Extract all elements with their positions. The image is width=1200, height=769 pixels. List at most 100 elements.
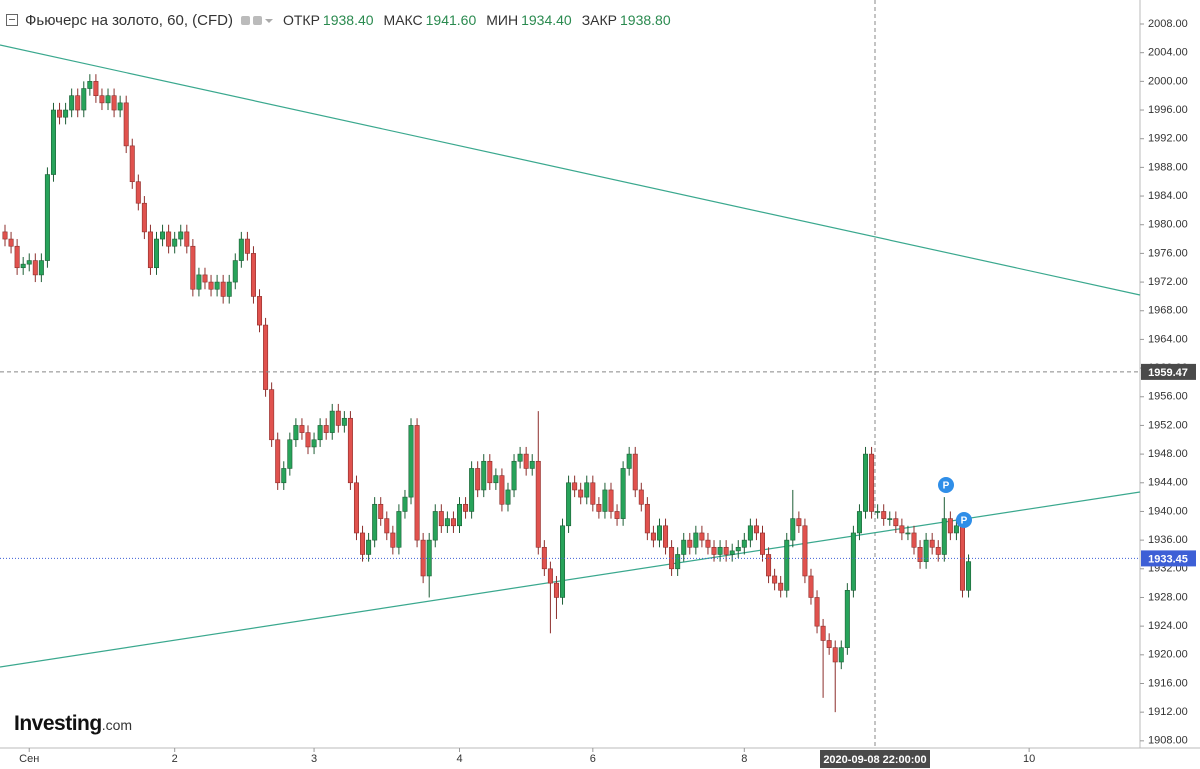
chart-title: Фьючерс на золото, 60, (CFD)	[25, 11, 233, 29]
candle-body	[178, 231, 184, 240]
candle-body	[790, 518, 796, 541]
y-tick-label: 1980.00	[1148, 219, 1188, 231]
candle-body	[541, 546, 547, 570]
x-tick-label: 2	[172, 753, 178, 765]
candle-body	[602, 489, 608, 512]
y-tick-label: 2004.00	[1148, 47, 1188, 59]
candle-body	[632, 453, 638, 491]
candle-body	[402, 496, 408, 512]
candle-body	[802, 525, 808, 577]
event-marker[interactable]	[938, 477, 954, 493]
candle-body	[99, 95, 105, 104]
candle-body	[335, 410, 341, 426]
candle-body	[32, 260, 38, 276]
y-tick-label: 1924.00	[1148, 620, 1188, 632]
candle-body	[523, 453, 529, 469]
candle-body	[105, 95, 111, 104]
event-marker-label[interactable]: P	[943, 481, 950, 492]
candle-body	[711, 546, 717, 555]
candle-body	[305, 432, 311, 448]
candle-body	[772, 575, 778, 584]
candle-body	[238, 238, 244, 261]
candle-body	[50, 109, 56, 175]
y-tick-label: 1964.00	[1148, 333, 1188, 345]
candle-body	[832, 647, 838, 663]
candle-body	[917, 546, 923, 562]
last-price-label: 1933.45	[1148, 553, 1188, 565]
candle-body	[626, 453, 632, 469]
candle-body	[208, 281, 214, 290]
y-tick-label: 1996.00	[1148, 104, 1188, 116]
candle-body	[499, 475, 505, 505]
y-tick-label: 1916.00	[1148, 677, 1188, 689]
candle-body	[444, 518, 450, 527]
candle-body	[166, 231, 172, 247]
candle-body	[844, 589, 850, 648]
candle-body	[935, 546, 941, 555]
candle-body	[450, 518, 456, 527]
candle-body	[26, 260, 32, 265]
candle-body	[184, 231, 190, 247]
candle-body	[759, 532, 765, 555]
candle-body	[196, 274, 202, 290]
candle-body	[893, 518, 899, 527]
candle-body	[838, 647, 844, 663]
candle-body	[741, 539, 747, 548]
candle-body	[329, 410, 335, 433]
tools[interactable]	[240, 15, 273, 25]
candle-body	[353, 482, 359, 534]
candle-body	[887, 518, 893, 520]
candle-body	[869, 453, 875, 512]
candle-body	[323, 425, 329, 433]
plot	[2, 74, 972, 713]
candle-body	[44, 174, 50, 261]
candle-body	[766, 554, 772, 577]
event-marker[interactable]	[956, 512, 972, 528]
event-marker-label[interactable]: P	[961, 516, 968, 527]
candle-body	[856, 511, 862, 534]
candle-body	[529, 460, 535, 469]
candle-body	[366, 539, 372, 555]
candle-body	[135, 181, 141, 204]
candle-body	[881, 511, 887, 519]
candle-body	[341, 417, 347, 426]
candle-body	[438, 511, 444, 527]
y-tick-label: 2000.00	[1148, 75, 1188, 87]
candle-body	[190, 245, 196, 290]
y-tick-label: 1956.00	[1148, 391, 1188, 403]
candle-body	[232, 260, 238, 283]
x-tick-label: 10	[1023, 753, 1035, 765]
y-tick-label: 1976.00	[1148, 247, 1188, 259]
y-tick-label: 1988.00	[1148, 161, 1188, 173]
candle-body	[911, 532, 917, 548]
candle-body	[572, 482, 578, 491]
candle-body	[905, 532, 911, 535]
candle-body	[493, 475, 499, 484]
candle-body	[687, 539, 693, 548]
candle-body	[160, 231, 166, 240]
candle-body	[590, 482, 596, 505]
candle-body	[578, 489, 584, 498]
ohlc-label: ОТКР	[282, 12, 320, 28]
candle-body	[675, 554, 681, 570]
candle-body	[281, 468, 287, 484]
candle-body	[966, 561, 972, 591]
ohlc-value: 1938.40	[322, 12, 374, 28]
y-tick-label: 1948.00	[1148, 448, 1188, 460]
y-tick-label: 1928.00	[1148, 591, 1188, 603]
candle-body	[263, 324, 269, 390]
candle-body	[250, 253, 256, 297]
candle-body	[681, 539, 687, 555]
candle-body	[553, 582, 559, 598]
x-tick-label: Сен	[19, 753, 39, 765]
collapse-icon[interactable]	[6, 14, 18, 26]
candle-body	[172, 238, 178, 247]
y-tick-label: 1920.00	[1148, 649, 1188, 661]
y-tick-label: 1952.00	[1148, 419, 1188, 431]
candle-body	[129, 145, 135, 183]
candle-body	[93, 81, 99, 96]
candle-body	[269, 389, 275, 441]
candle-body	[863, 453, 869, 512]
